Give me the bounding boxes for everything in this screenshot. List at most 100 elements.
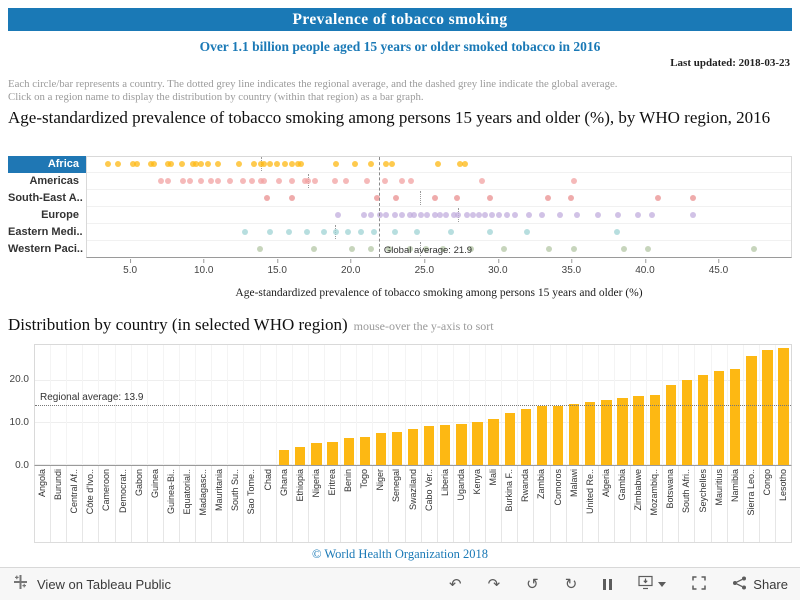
country-bar[interactable] bbox=[359, 437, 370, 465]
country-dot[interactable] bbox=[256, 246, 263, 252]
country-dot[interactable] bbox=[462, 161, 469, 167]
country-label-cell[interactable]: Togo bbox=[357, 466, 374, 542]
country-dot[interactable] bbox=[240, 178, 247, 184]
country-dot[interactable] bbox=[424, 212, 431, 218]
country-dot[interactable] bbox=[475, 212, 482, 218]
country-bar[interactable] bbox=[295, 447, 306, 465]
country-label-cell[interactable]: Kenya bbox=[470, 466, 487, 542]
country-dot[interactable] bbox=[456, 161, 463, 167]
country-dot[interactable] bbox=[115, 161, 122, 167]
country-dot[interactable] bbox=[571, 246, 578, 252]
country-dot[interactable] bbox=[481, 212, 488, 218]
country-bar[interactable] bbox=[488, 418, 499, 465]
country-dot[interactable] bbox=[241, 229, 248, 235]
country-bar[interactable] bbox=[681, 379, 693, 465]
country-dot[interactable] bbox=[274, 161, 281, 167]
country-label-cell[interactable]: Zambia bbox=[534, 466, 551, 542]
country-bar[interactable] bbox=[665, 385, 676, 465]
country-bar[interactable] bbox=[327, 441, 338, 465]
country-dot[interactable] bbox=[408, 178, 415, 184]
country-dot[interactable] bbox=[288, 161, 295, 167]
country-dot[interactable] bbox=[281, 161, 288, 167]
country-dot[interactable] bbox=[208, 178, 215, 184]
country-dot[interactable] bbox=[250, 161, 257, 167]
country-dot[interactable] bbox=[546, 246, 553, 252]
country-bar[interactable] bbox=[504, 412, 515, 465]
country-dot[interactable] bbox=[344, 229, 351, 235]
country-label-cell[interactable]: Nigeria bbox=[309, 466, 325, 542]
country-label-cell[interactable]: Algeria bbox=[599, 466, 615, 542]
country-bar[interactable] bbox=[311, 443, 322, 465]
download-button[interactable] bbox=[638, 575, 667, 593]
region-label-western-paci[interactable]: Western Paci.. bbox=[8, 243, 83, 255]
country-dot[interactable] bbox=[333, 229, 340, 235]
country-dot[interactable] bbox=[158, 178, 165, 184]
country-label-cell[interactable]: Lesotho bbox=[776, 466, 791, 542]
country-label-cell[interactable]: Mauritania bbox=[212, 466, 229, 542]
country-dot[interactable] bbox=[634, 212, 641, 218]
country-dot[interactable] bbox=[130, 161, 137, 167]
country-dot[interactable] bbox=[478, 178, 485, 184]
country-label-cell[interactable]: Seychelles bbox=[695, 466, 712, 542]
country-dot[interactable] bbox=[413, 229, 420, 235]
country-bar[interactable] bbox=[456, 423, 467, 465]
country-dot[interactable] bbox=[455, 212, 462, 218]
country-dot[interactable] bbox=[165, 178, 172, 184]
region-label-europe[interactable]: Europe bbox=[41, 209, 79, 221]
country-dot[interactable] bbox=[500, 246, 507, 252]
country-bar[interactable] bbox=[472, 421, 483, 465]
country-dot[interactable] bbox=[266, 229, 273, 235]
country-label-cell[interactable]: Cameroon bbox=[99, 466, 116, 542]
country-label-cell[interactable]: Côte d'Ivo.. bbox=[83, 466, 100, 542]
country-label-cell[interactable]: Niger bbox=[373, 466, 390, 542]
country-dot[interactable] bbox=[538, 212, 545, 218]
country-bar[interactable] bbox=[730, 369, 741, 465]
country-dot[interactable] bbox=[368, 161, 375, 167]
country-bar[interactable] bbox=[601, 399, 612, 465]
country-label-cell[interactable]: Swaziland bbox=[406, 466, 422, 542]
country-dot[interactable] bbox=[487, 229, 494, 235]
country-dot[interactable] bbox=[249, 178, 256, 184]
country-dot[interactable] bbox=[266, 161, 273, 167]
country-dot[interactable] bbox=[349, 246, 356, 252]
country-dot[interactable] bbox=[525, 212, 532, 218]
share-button[interactable]: Share bbox=[732, 576, 788, 593]
country-dot[interactable] bbox=[690, 212, 697, 218]
country-bar[interactable] bbox=[649, 395, 660, 465]
country-dot[interactable] bbox=[285, 229, 292, 235]
country-label-cell[interactable]: Liberia bbox=[438, 466, 454, 542]
country-dot[interactable] bbox=[418, 212, 425, 218]
country-dot[interactable] bbox=[180, 178, 187, 184]
country-dot[interactable] bbox=[197, 161, 204, 167]
country-dot[interactable] bbox=[263, 195, 270, 201]
region-label-americas[interactable]: Americas bbox=[29, 175, 79, 187]
country-label-cell[interactable]: Guinea-Bi.. bbox=[164, 466, 180, 542]
country-dot[interactable] bbox=[571, 178, 578, 184]
country-dot[interactable] bbox=[399, 178, 406, 184]
country-dot[interactable] bbox=[377, 212, 384, 218]
country-dot[interactable] bbox=[371, 229, 378, 235]
country-dot[interactable] bbox=[215, 178, 222, 184]
country-dot[interactable] bbox=[422, 246, 429, 252]
country-bar[interactable] bbox=[375, 433, 386, 465]
country-dot[interactable] bbox=[343, 178, 350, 184]
country-bar[interactable] bbox=[633, 395, 644, 465]
country-dot[interactable] bbox=[312, 178, 319, 184]
country-dot[interactable] bbox=[288, 195, 295, 201]
country-bar[interactable] bbox=[279, 450, 290, 465]
country-dot[interactable] bbox=[178, 161, 185, 167]
country-dot[interactable] bbox=[615, 212, 622, 218]
country-dot[interactable] bbox=[544, 195, 551, 201]
country-dot[interactable] bbox=[260, 161, 267, 167]
country-label-cell[interactable]: Sao Tome.. bbox=[244, 466, 261, 542]
country-dot[interactable] bbox=[388, 161, 395, 167]
country-bar[interactable] bbox=[617, 397, 628, 465]
country-label-cell[interactable]: Mali bbox=[486, 466, 503, 542]
country-dot[interactable] bbox=[440, 246, 447, 252]
country-dot[interactable] bbox=[621, 246, 628, 252]
country-dot[interactable] bbox=[386, 246, 392, 252]
region-label-eastern-medi[interactable]: Eastern Medi.. bbox=[8, 226, 83, 238]
country-label-cell[interactable]: Cabo Ver.. bbox=[422, 466, 438, 542]
country-dot[interactable] bbox=[406, 212, 413, 218]
fullscreen-button[interactable] bbox=[692, 575, 707, 593]
